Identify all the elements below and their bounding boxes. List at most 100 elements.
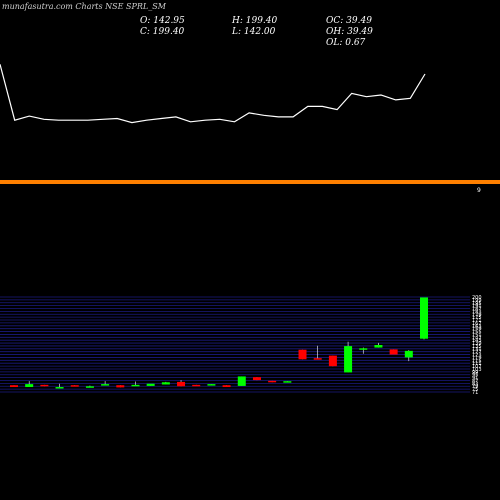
y-tick-label: 71 [472, 390, 478, 396]
ohlc-diffs: OC: 39.49 OH: 39.49 OL: 0.67 [326, 16, 373, 49]
candle [252, 377, 261, 381]
oh-value: OH: 39.49 [326, 27, 373, 37]
candle [389, 349, 398, 355]
candle-body [222, 385, 231, 388]
low-value: L: 142.00 [232, 27, 276, 37]
candle-body [161, 382, 170, 385]
candle-series [10, 297, 428, 389]
candle-body [237, 376, 246, 386]
y-axis: 7175798387919599103107111115119123127131… [472, 295, 482, 396]
y-tick-label: 91 [472, 376, 478, 382]
candle-body [298, 349, 307, 360]
y-tick-label: 151 [472, 332, 482, 338]
candle [146, 383, 155, 386]
candle-body [70, 385, 79, 387]
y-tick-label: 187 [472, 307, 482, 313]
candle-body [25, 384, 34, 388]
divider-label: 9 [477, 187, 481, 194]
high-value: H: 199.40 [232, 16, 278, 26]
y-tick-label: 135 [472, 344, 482, 350]
candle [85, 385, 94, 388]
y-tick-label: 147 [472, 335, 482, 341]
candle-body [55, 387, 64, 389]
candle [359, 347, 368, 354]
y-tick-label: 159 [472, 327, 482, 333]
y-tick-label: 79 [472, 384, 478, 390]
candle [40, 384, 49, 387]
candle [70, 385, 79, 387]
candle [404, 350, 413, 362]
y-tick-label: 171 [472, 318, 482, 324]
candle-body [328, 355, 337, 367]
y-tick-label: 199 [472, 298, 482, 304]
candle-body [374, 345, 383, 348]
candle-body [359, 348, 368, 350]
candle [298, 349, 307, 360]
candle-body [420, 297, 428, 339]
y-tick-label: 115 [472, 358, 482, 364]
y-tick-label: 99 [472, 370, 478, 376]
y-tick-label: 75 [472, 387, 478, 393]
y-tick-label: 179 [472, 312, 482, 318]
chart-watermark: munafasutra.com Charts NSE SPRL_SM [2, 2, 166, 11]
y-tick-label: 111 [472, 361, 482, 367]
candle-body [389, 349, 398, 355]
y-tick-label: 200 [472, 295, 482, 301]
candle-body [85, 386, 94, 388]
candle-body [252, 377, 261, 381]
y-tick-label: 155 [472, 330, 482, 336]
y-tick-label: 123 [472, 353, 482, 359]
y-tick-label: 107 [472, 364, 482, 370]
price-line [0, 64, 426, 124]
y-tick-label: 103 [472, 367, 482, 373]
candle [161, 381, 170, 385]
open-value: O: 142.95 [140, 16, 185, 26]
candle-body [283, 381, 292, 383]
y-tick-label: 167 [472, 321, 482, 327]
candle-body [177, 381, 186, 387]
panel-divider [0, 180, 500, 184]
candle-body [192, 384, 201, 387]
y-tick-label: 83 [472, 381, 478, 387]
candle-body [313, 358, 322, 360]
candle [177, 380, 186, 387]
candle [420, 297, 428, 340]
candle [374, 342, 383, 348]
candle-body [101, 384, 110, 386]
candle-body [207, 384, 216, 386]
y-tick-label: 139 [472, 341, 482, 347]
candle-body [268, 380, 277, 383]
candle [116, 385, 125, 388]
y-tick-label: 195 [472, 301, 482, 307]
candle [344, 341, 353, 373]
candle-body [10, 385, 18, 388]
y-tick-label: 87 [472, 378, 478, 384]
candle [25, 381, 34, 388]
y-tick-label: 191 [472, 304, 482, 310]
candle [192, 384, 201, 387]
candle-body [40, 384, 49, 387]
oc-value: OC: 39.49 [326, 16, 372, 26]
line-panel [0, 64, 426, 124]
candle [131, 381, 140, 387]
ohlc-open-close: O: 142.95 C: 199.40 [140, 16, 185, 38]
y-tick-label: 131 [472, 347, 482, 353]
candle [268, 380, 277, 383]
candle-body [404, 350, 413, 358]
candle-grid [0, 296, 470, 393]
candle [222, 385, 231, 388]
y-tick-label: 175 [472, 315, 482, 321]
y-tick-label: 163 [472, 324, 482, 330]
candle [313, 345, 322, 360]
ohlc-high-low: H: 199.40 L: 142.00 [232, 16, 277, 38]
candle-body [116, 385, 125, 388]
close-value: C: 199.40 [140, 27, 185, 37]
ol-value: OL: 0.67 [326, 38, 366, 48]
candle [101, 381, 110, 386]
candle-body [131, 384, 140, 387]
y-tick-label: 95 [472, 373, 478, 379]
candle-body [146, 383, 155, 386]
candle-body [344, 346, 353, 373]
candle [207, 384, 216, 386]
